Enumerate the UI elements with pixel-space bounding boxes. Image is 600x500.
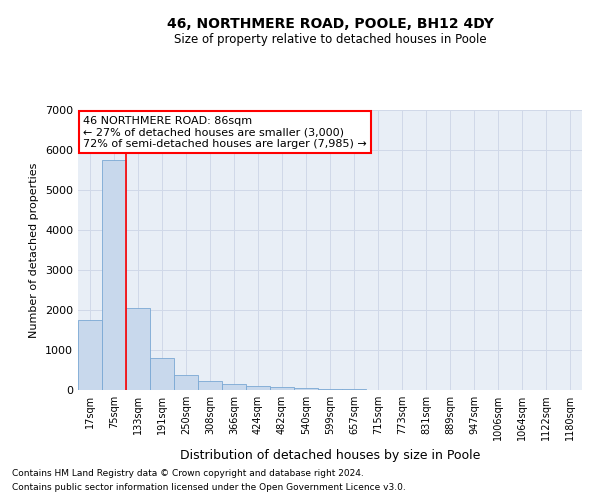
Bar [198,381,222,390]
Bar [294,388,318,390]
Text: Contains public sector information licensed under the Open Government Licence v3: Contains public sector information licen… [12,484,406,492]
Bar [150,358,174,390]
Bar [246,386,270,390]
Text: 46 NORTHMERE ROAD: 86sqm
← 27% of detached houses are smaller (3,000)
72% of sem: 46 NORTHMERE ROAD: 86sqm ← 27% of detach… [83,116,367,149]
X-axis label: Distribution of detached houses by size in Poole: Distribution of detached houses by size … [180,448,480,462]
Bar [78,320,102,390]
Text: Contains HM Land Registry data © Crown copyright and database right 2024.: Contains HM Land Registry data © Crown c… [12,468,364,477]
Bar [222,384,246,390]
Bar [270,387,294,390]
Bar [102,160,126,390]
Text: Size of property relative to detached houses in Poole: Size of property relative to detached ho… [173,32,487,46]
Text: 46, NORTHMERE ROAD, POOLE, BH12 4DY: 46, NORTHMERE ROAD, POOLE, BH12 4DY [167,18,493,32]
Bar [126,308,150,390]
Bar [174,375,198,390]
Y-axis label: Number of detached properties: Number of detached properties [29,162,40,338]
Bar [318,389,342,390]
